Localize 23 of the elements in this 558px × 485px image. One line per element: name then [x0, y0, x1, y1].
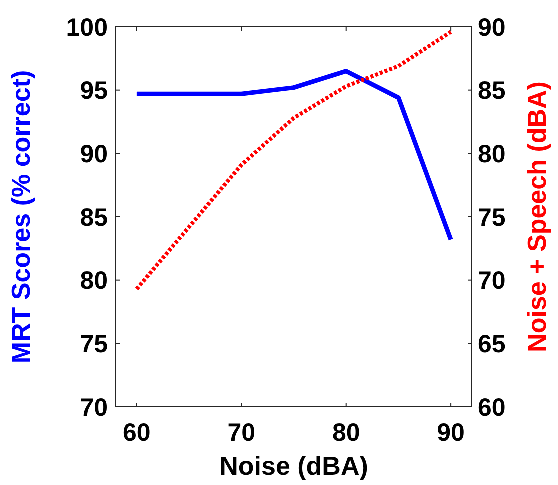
y2-tick-label: 85: [478, 77, 506, 106]
y-tick-label: 80: [80, 267, 108, 296]
x-axis-title: Noise (dBA): [220, 451, 368, 481]
y-tick-label: 95: [80, 77, 108, 106]
line-series: [134, 69, 454, 242]
y2-tick-label: 60: [478, 394, 506, 422]
line-series: [134, 30, 454, 292]
y2-tick-label: 90: [478, 14, 506, 42]
y2-tick-label: 65: [478, 330, 506, 358]
y-tick-label: 75: [80, 330, 108, 358]
x-tick-label: 80: [332, 419, 360, 447]
x-tick-label: 70: [228, 419, 256, 447]
x-tick-label: 90: [437, 419, 465, 447]
y2-axis-title: Noise + Speech (dBA): [522, 82, 552, 352]
y-tick-label: 85: [80, 204, 108, 232]
y-tick-label: 90: [80, 140, 108, 168]
x-tick-label: 60: [123, 419, 151, 447]
y2-tick-label: 70: [478, 267, 506, 296]
y2-tick-label: 75: [478, 204, 506, 232]
y-axis-title: MRT Scores (% correct): [6, 70, 36, 364]
y-tick-label: 70: [80, 394, 108, 422]
y2-tick-label: 80: [478, 140, 506, 168]
y-tick-label: 100: [66, 14, 108, 42]
